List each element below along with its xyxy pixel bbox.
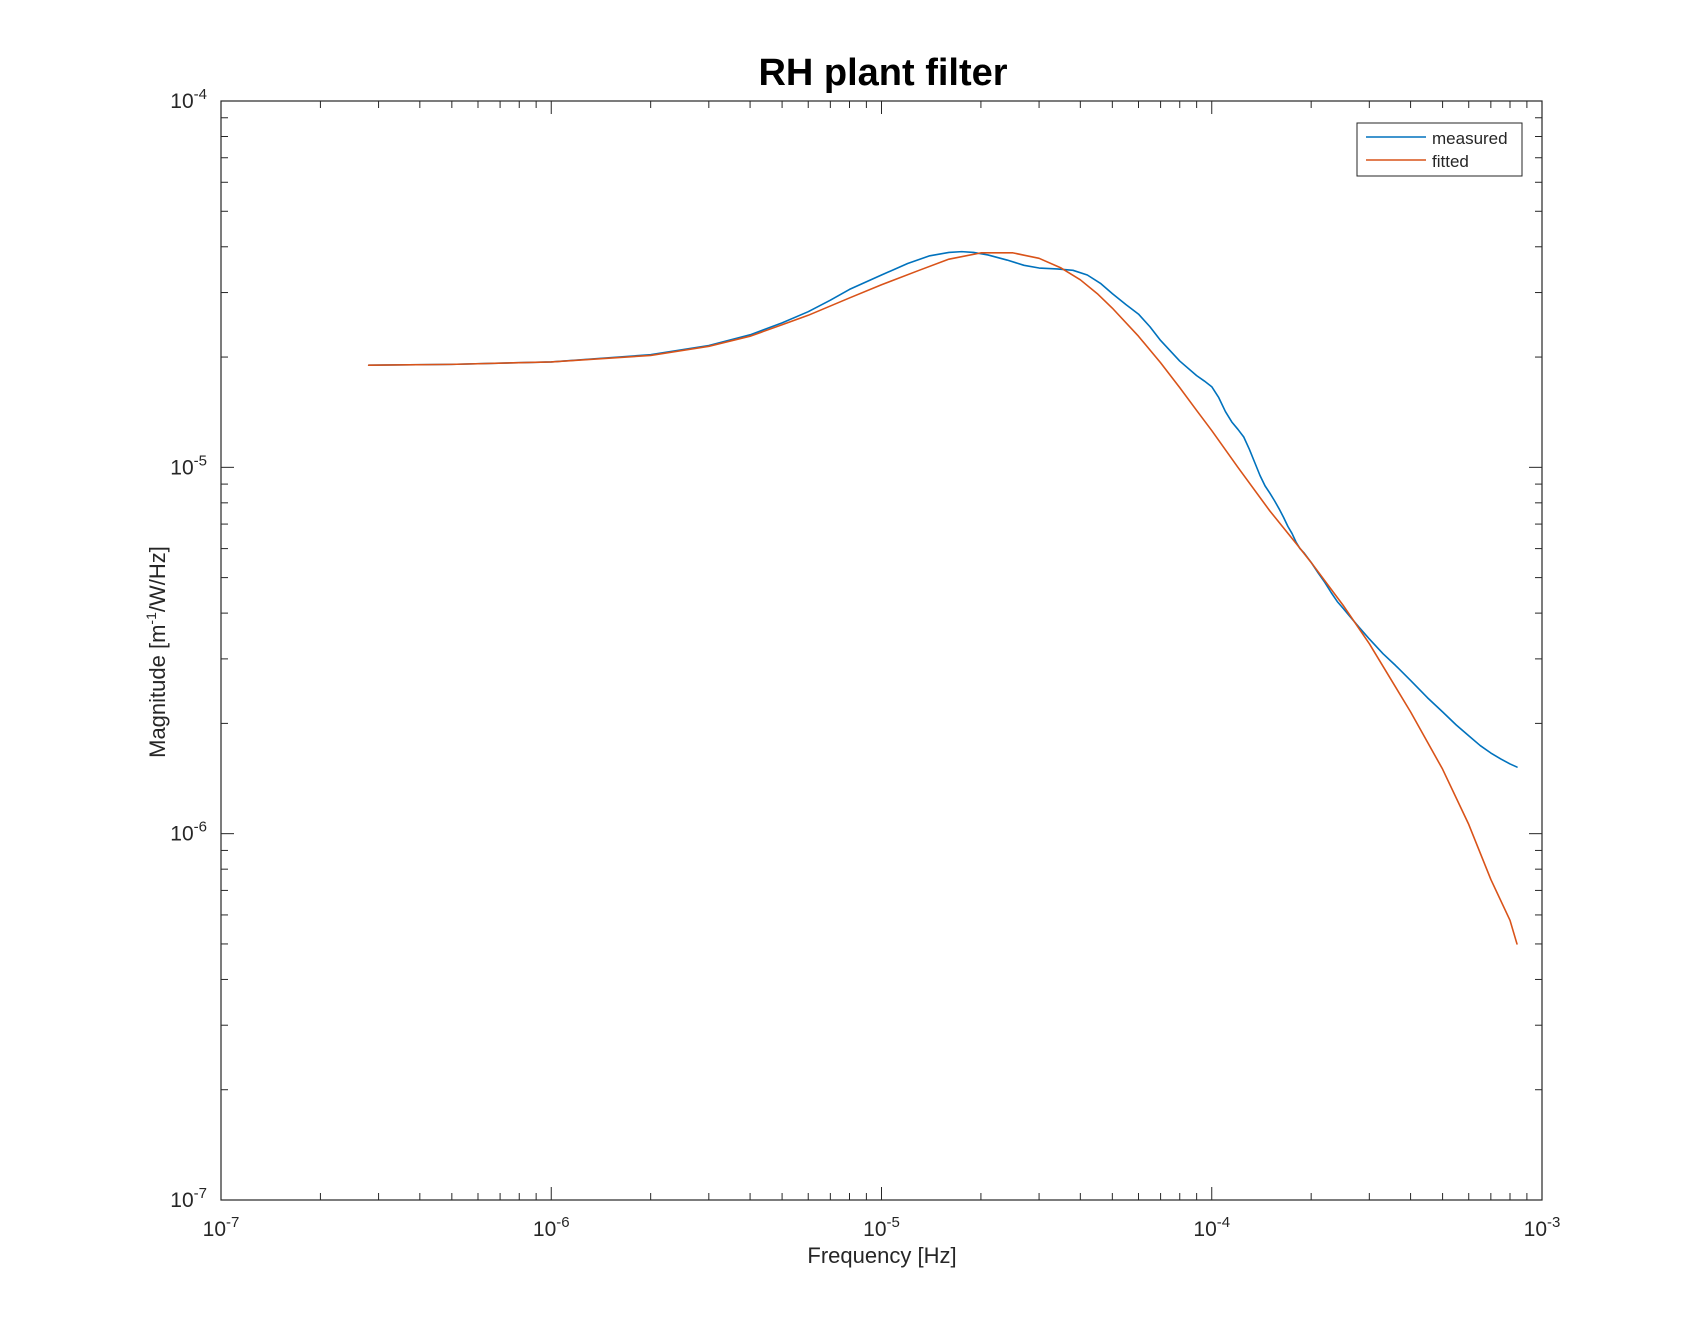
axes-box — [220, 100, 1543, 1201]
x-tick-label: 10-5 — [863, 1214, 900, 1241]
legend-label-fitted: fitted — [1432, 152, 1469, 171]
y-axis-label-sup: -1 — [143, 612, 159, 625]
legend-label-measured: measured — [1432, 129, 1508, 148]
x-tick-label: 10-6 — [533, 1214, 570, 1241]
x-axis-label: Frequency [Hz] — [807, 1243, 956, 1268]
tick-labels: 10-7 10-6 10-5 10-4 10-3 10-7 10-6 10-5 10-4 — [170, 86, 1560, 1241]
plot-lines — [367, 250, 1518, 945]
legend: measured fitted — [1356, 122, 1523, 177]
y-axis-label: Magnitude [m-1/W/Hz] — [143, 546, 170, 758]
x-tick-label: 10-4 — [1193, 1214, 1230, 1241]
series-line-measured — [367, 250, 1518, 768]
chart-title: RH plant filter — [758, 52, 1007, 94]
x-tick-label: 10-3 — [1524, 1214, 1561, 1241]
y-tick-label: 10-6 — [170, 819, 207, 846]
x-tick-label: 10-7 — [203, 1214, 240, 1241]
legend-box — [1356, 122, 1523, 177]
y-tick-label: 10-5 — [170, 452, 207, 479]
series-line-fitted — [367, 252, 1518, 945]
y-tick-label: 10-7 — [170, 1185, 207, 1212]
axes-background — [221, 101, 1542, 1200]
y-tick-label: 10-4 — [170, 86, 207, 113]
y-axis-label-rest: /W/Hz] — [145, 546, 170, 612]
y-axis-label-base: Magnitude [m — [145, 625, 170, 758]
